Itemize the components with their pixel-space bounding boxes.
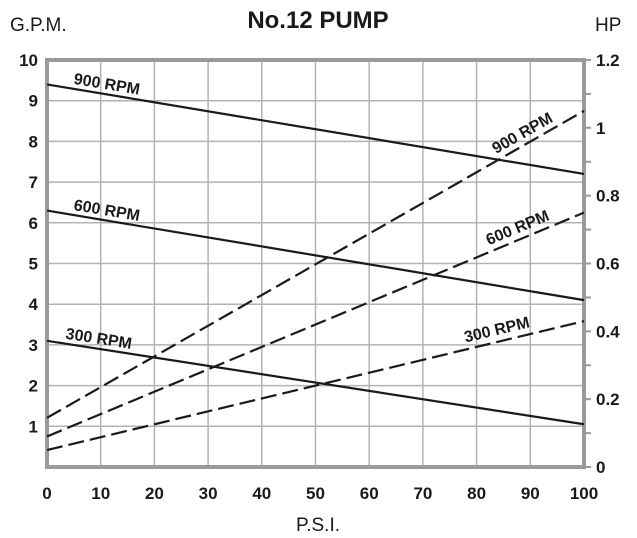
chart-title: No.12 PUMP <box>247 7 388 34</box>
left-tick-label: 10 <box>19 51 38 70</box>
x-tick-label: 50 <box>306 484 325 503</box>
right-tick-label: 0.6 <box>596 255 620 274</box>
right-tick-label: 0.8 <box>596 187 620 206</box>
flow-line-1 <box>46 209 585 302</box>
left-tick-label: 5 <box>29 255 38 274</box>
right-axis-unit: HP <box>595 15 621 36</box>
x-tick-label: 60 <box>360 484 379 503</box>
left-tick-label: 3 <box>29 336 38 355</box>
power-line-1 <box>46 211 585 438</box>
right-tick-label: 1 <box>596 119 605 138</box>
x-tick-label: 100 <box>570 484 598 503</box>
power-line-0 <box>46 109 585 419</box>
left-tick-label: 4 <box>29 295 39 314</box>
right-tick-label: 0.2 <box>596 390 620 409</box>
left-tick-label: 1 <box>29 417 38 436</box>
x-axis-label: P.S.I. <box>296 515 340 536</box>
left-axis-ticks: 1 2 3 4 5 6 7 8 9 10 <box>19 51 38 436</box>
right-tick-label: 0 <box>596 458 605 477</box>
x-tick-label: 40 <box>252 484 271 503</box>
power-line-2 <box>46 320 585 452</box>
x-tick-label: 80 <box>467 484 486 503</box>
x-tick-label: 70 <box>413 484 432 503</box>
left-tick-label: 2 <box>29 377 38 396</box>
x-tick-label: 90 <box>521 484 540 503</box>
left-tick-label: 7 <box>29 173 38 192</box>
x-tick-label: 0 <box>42 484 51 503</box>
x-tick-label: 30 <box>199 484 218 503</box>
x-tick-label: 20 <box>145 484 164 503</box>
power-label-1: 600 RPM <box>484 208 552 249</box>
left-axis-unit: G.P.M. <box>10 15 67 36</box>
left-tick-label: 6 <box>29 214 38 233</box>
right-axis-ticks: 0 0.2 0.4 0.6 0.8 1 1.2 <box>584 51 620 477</box>
right-tick-label: 1.2 <box>596 51 620 70</box>
series-group <box>46 83 585 452</box>
flow-line-0 <box>46 83 585 176</box>
x-axis-ticks: 0 10 20 30 40 50 60 70 80 90 100 <box>42 484 598 503</box>
left-tick-label: 9 <box>29 92 38 111</box>
x-tick-label: 10 <box>91 484 110 503</box>
flow-line-2 <box>46 339 585 426</box>
left-tick-label: 8 <box>29 132 38 151</box>
right-tick-label: 0.4 <box>596 322 620 341</box>
